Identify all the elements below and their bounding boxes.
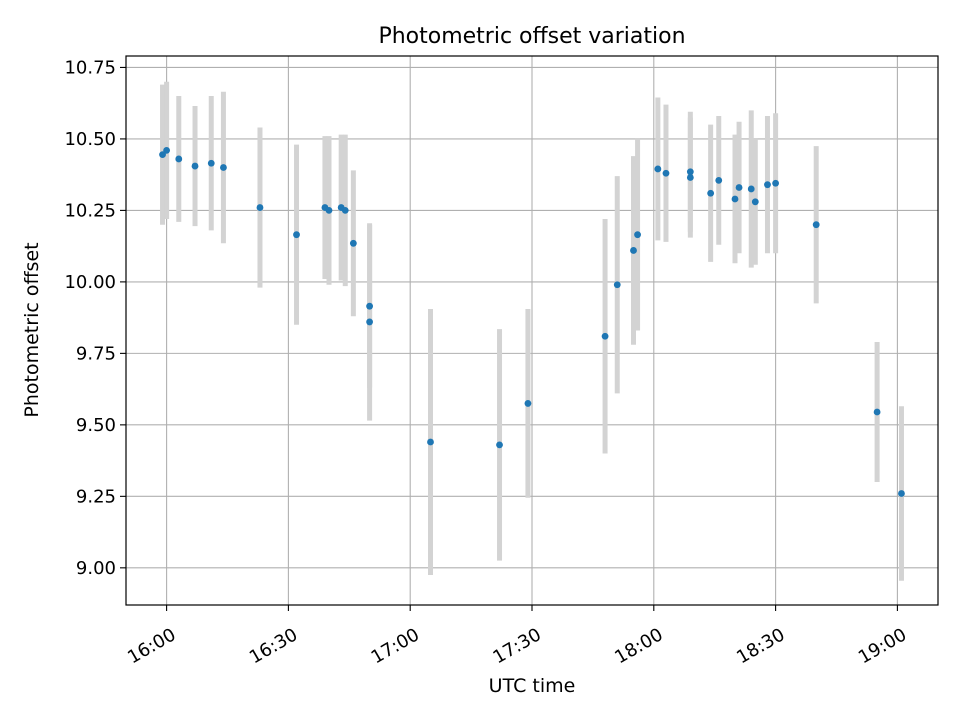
x-tick-label: 19:00: [855, 624, 910, 668]
y-tick-label: 9.25: [76, 486, 116, 507]
data-point: [764, 181, 771, 189]
data-point: [686, 168, 694, 176]
data-point: [207, 159, 215, 167]
data-point: [524, 400, 532, 407]
x-tick-label: 18:00: [611, 624, 666, 668]
x-tick-label: 16:30: [246, 624, 301, 668]
chart-title: Photometric offset variation: [378, 24, 685, 49]
grid-lines: [126, 56, 938, 605]
data-point: [731, 195, 739, 203]
data-point: [686, 174, 694, 181]
data-point: [654, 165, 662, 173]
data-point: [496, 441, 503, 449]
data-point: [175, 155, 183, 163]
axis-ticks: 16:00 16:30 17:00 17:30 18:00 18:30 19:00 9.00 9…: [64, 57, 910, 668]
data-point: [735, 184, 743, 191]
data-point: [601, 332, 609, 340]
data-point: [325, 207, 333, 214]
data-point: [634, 231, 641, 239]
data-point: [427, 438, 434, 446]
data-point: [366, 318, 373, 326]
data-point: [662, 169, 670, 177]
data-point: [191, 162, 199, 170]
y-tick-label: 10.75: [64, 57, 116, 78]
data-point: [349, 239, 357, 247]
data-point: [220, 164, 227, 171]
data-point: [159, 151, 166, 159]
data-point: [341, 207, 349, 214]
data-point: [715, 176, 723, 184]
data-point: [613, 281, 621, 289]
data-point: [707, 189, 715, 197]
y-axis-label: Photometric offset: [21, 242, 43, 417]
data-point: [751, 198, 759, 206]
data-point: [873, 408, 881, 416]
y-tick-label: 10.25: [64, 200, 116, 221]
data-points: [159, 146, 905, 497]
y-tick-label: 9.50: [76, 415, 116, 436]
x-tick-label: 18:30: [733, 624, 788, 668]
data-point: [812, 221, 820, 229]
y-tick-label: 9.00: [76, 558, 116, 579]
data-point: [898, 490, 905, 497]
data-point: [163, 146, 171, 154]
data-point: [747, 185, 755, 193]
data-point: [772, 179, 779, 187]
y-tick-label: 9.75: [76, 343, 116, 364]
x-tick-label: 17:30: [489, 624, 544, 668]
data-point: [256, 204, 264, 211]
x-axis-label: UTC time: [489, 675, 576, 697]
x-tick-label: 17:00: [368, 624, 423, 668]
x-tick-label: 16:00: [124, 624, 179, 668]
data-point: [293, 231, 300, 239]
data-point: [630, 247, 637, 254]
data-point: [366, 302, 373, 310]
y-tick-label: 10.50: [64, 129, 116, 150]
y-tick-label: 10.00: [64, 272, 116, 293]
